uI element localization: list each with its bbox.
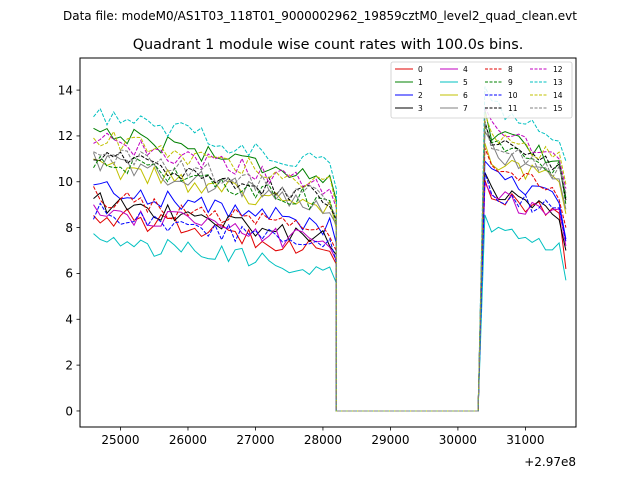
legend-label-2: 2 [418, 91, 423, 100]
legend-label-7: 7 [463, 104, 468, 113]
x-tick-label: 29000 [371, 433, 409, 447]
series-line-12 [93, 106, 567, 412]
x-tick-label: 27000 [236, 433, 274, 447]
series-layer [93, 86, 567, 412]
legend-label-8: 8 [508, 65, 513, 74]
legend-label-14: 14 [553, 91, 563, 100]
y-axis: 0 2 4 6 8 10 12 14 [58, 83, 80, 418]
y-tick-label: 6 [65, 267, 73, 281]
legend-label-13: 13 [553, 78, 563, 87]
y-tick-label: 2 [65, 358, 73, 372]
legend-label-3: 3 [418, 104, 423, 113]
x-axis: 25000 26000 27000 28000 29000 30000 31000 [101, 427, 544, 447]
y-tick-label: 12 [58, 129, 73, 143]
series-line-14 [93, 113, 567, 412]
series-line-4 [93, 181, 567, 412]
series-line-3 [93, 172, 567, 412]
series-line-7 [93, 129, 567, 412]
x-offset-text: +2.97e8 [524, 455, 576, 469]
y-tick-label: 8 [65, 221, 73, 235]
legend-label-6: 6 [463, 91, 468, 100]
legend-label-5: 5 [463, 78, 468, 87]
legend-label-12: 12 [553, 65, 563, 74]
figure-suptitle: Data file: modeM0/AS1T03_118T01_90000029… [63, 9, 577, 23]
series-line-2 [93, 159, 567, 412]
legend-box [390, 61, 573, 119]
legend-label-15: 15 [553, 104, 563, 113]
plot-frame [79, 57, 577, 428]
x-tick-label: 28000 [304, 433, 342, 447]
x-tick-label: 25000 [101, 433, 139, 447]
series-line-15 [93, 122, 567, 412]
series-line-8 [93, 147, 567, 412]
legend-label-11: 11 [508, 104, 518, 113]
x-tick-label: 26000 [169, 433, 207, 447]
y-tick-label: 14 [58, 83, 73, 97]
y-tick-label: 4 [65, 313, 73, 327]
y-tick-label: 0 [65, 404, 73, 418]
legend-label-9: 9 [508, 78, 513, 87]
legend-label-4: 4 [463, 65, 468, 74]
legend-label-10: 10 [508, 91, 518, 100]
series-line-1 [93, 109, 567, 412]
x-tick-label: 31000 [506, 433, 544, 447]
legend-label-1: 1 [418, 78, 423, 87]
series-line-5 [93, 214, 567, 412]
chart-title: Quadrant 1 module wise count rates with … [133, 37, 524, 53]
y-tick-label: 10 [58, 175, 73, 189]
x-tick-label: 30000 [439, 433, 477, 447]
legend-label-0: 0 [418, 65, 423, 74]
series-line-6 [93, 142, 567, 412]
series-line-10 [93, 172, 567, 412]
